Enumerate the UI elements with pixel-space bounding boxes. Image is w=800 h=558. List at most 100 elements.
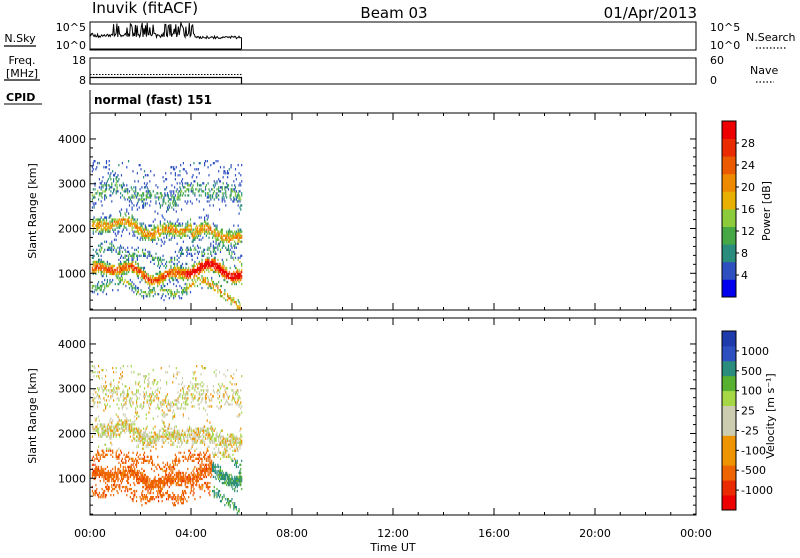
heatmap-cell bbox=[222, 231, 223, 233]
heatmap-cell bbox=[206, 401, 207, 403]
heatmap-cell bbox=[150, 170, 151, 172]
heatmap-cell bbox=[190, 275, 191, 277]
heatmap-cell bbox=[180, 389, 181, 391]
heatmap-cell bbox=[101, 182, 102, 184]
heatmap-cell bbox=[238, 200, 239, 202]
colorbar-tick-label: 20 bbox=[741, 181, 755, 194]
heatmap-cell bbox=[166, 186, 167, 188]
heatmap-cell bbox=[210, 285, 211, 287]
heatmap-cell bbox=[147, 251, 148, 253]
heatmap-cell bbox=[104, 403, 105, 405]
heatmap-cell bbox=[175, 178, 176, 180]
heatmap-cell bbox=[117, 174, 118, 176]
heatmap-cell bbox=[145, 377, 146, 379]
heatmap-cell bbox=[138, 456, 139, 458]
heatmap-cell bbox=[199, 277, 200, 279]
heatmap-cell bbox=[170, 409, 171, 411]
heatmap-cell bbox=[141, 295, 142, 297]
heatmap-cell bbox=[204, 442, 205, 444]
heatmap-cell bbox=[146, 227, 147, 229]
heatmap-cell bbox=[149, 500, 150, 502]
heatmap-cell bbox=[92, 458, 93, 460]
heatmap-cell bbox=[101, 188, 102, 190]
heatmap-cell bbox=[185, 273, 186, 275]
heatmap-cell bbox=[206, 235, 207, 237]
heatmap-cell bbox=[209, 233, 210, 235]
heatmap-cell bbox=[186, 289, 187, 291]
heatmap-cell bbox=[183, 387, 184, 389]
heatmap-cell bbox=[191, 486, 192, 488]
heatmap-cell bbox=[99, 377, 100, 379]
heatmap-cell bbox=[132, 208, 133, 210]
heatmap-cell bbox=[186, 251, 187, 253]
heatmap-cell bbox=[120, 257, 121, 259]
heatmap-cell bbox=[201, 275, 202, 277]
heatmap-cell bbox=[180, 407, 181, 409]
heatmap-cell bbox=[172, 417, 173, 419]
heatmap-cell bbox=[146, 198, 147, 200]
heatmap-cell bbox=[174, 502, 175, 504]
heatmap-cell bbox=[225, 192, 226, 194]
heatmap-cell bbox=[114, 484, 115, 486]
heatmap-cell bbox=[206, 184, 207, 186]
heatmap-cell bbox=[98, 432, 99, 434]
heatmap-cell bbox=[185, 267, 186, 269]
heatmap-cell bbox=[98, 233, 99, 235]
heatmap-cell bbox=[213, 251, 214, 253]
heatmap-cell bbox=[99, 287, 100, 289]
heatmap-cell bbox=[116, 182, 117, 184]
heatmap-cell bbox=[176, 202, 177, 204]
heatmap-cell bbox=[117, 275, 118, 277]
heatmap-cell bbox=[115, 470, 116, 472]
heatmap-cell bbox=[99, 186, 100, 188]
heatmap-cell bbox=[162, 446, 163, 448]
heatmap-cell bbox=[101, 249, 102, 251]
heatmap-cell bbox=[166, 225, 167, 227]
heatmap-cell bbox=[143, 194, 144, 196]
heatmap-cell bbox=[118, 283, 119, 285]
heatmap-cell bbox=[122, 277, 123, 279]
heatmap-cell bbox=[231, 166, 232, 168]
heatmap-cell bbox=[222, 200, 223, 202]
heatmap-cell bbox=[134, 492, 135, 494]
heatmap-cell bbox=[129, 387, 130, 389]
heatmap-cell bbox=[231, 283, 232, 285]
heatmap-cell bbox=[170, 476, 171, 478]
heatmap-cell bbox=[93, 456, 94, 458]
heatmap-cell bbox=[200, 496, 201, 498]
heatmap-cell bbox=[142, 227, 143, 229]
heatmap-cell bbox=[119, 249, 120, 251]
heatmap-cell bbox=[195, 436, 196, 438]
heatmap-cell bbox=[146, 446, 147, 448]
heatmap-cell bbox=[149, 407, 150, 409]
heatmap-cell bbox=[137, 257, 138, 259]
heatmap-cell bbox=[238, 257, 239, 259]
heatmap-cell bbox=[102, 387, 103, 389]
heatmap-cell bbox=[236, 283, 237, 285]
heatmap-cell bbox=[100, 480, 101, 482]
heatmap-cell bbox=[158, 464, 159, 466]
heatmap-cell bbox=[167, 430, 168, 432]
heatmap-cell bbox=[108, 178, 109, 180]
heatmap-cell bbox=[111, 436, 112, 438]
heatmap-cell bbox=[139, 482, 140, 484]
heatmap-cell bbox=[129, 458, 130, 460]
heatmap-cell bbox=[159, 267, 160, 269]
heatmap-cell bbox=[141, 267, 142, 269]
heatmap-cell bbox=[162, 488, 163, 490]
heatmap-cell bbox=[168, 442, 169, 444]
heatmap-cell bbox=[98, 269, 99, 271]
heatmap-cell bbox=[232, 301, 233, 303]
heatmap-cell bbox=[208, 182, 209, 184]
heatmap-cell bbox=[173, 283, 174, 285]
heatmap-cell bbox=[134, 476, 135, 478]
heatmap-cell bbox=[212, 233, 213, 235]
heatmap-cell bbox=[223, 261, 224, 263]
heatmap-cell bbox=[176, 484, 177, 486]
heatmap-cell bbox=[138, 251, 139, 253]
heatmap-cell bbox=[102, 428, 103, 430]
heatmap-cell bbox=[129, 204, 130, 206]
heatmap-cell bbox=[174, 474, 175, 476]
power-heatmap bbox=[92, 160, 242, 309]
heatmap-cell bbox=[117, 385, 118, 387]
